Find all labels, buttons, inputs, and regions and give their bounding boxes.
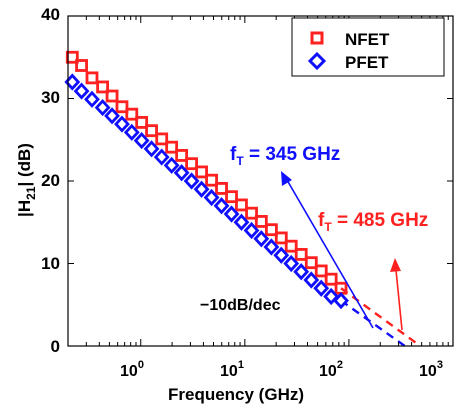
- data-point-pfet: [303, 271, 320, 289]
- data-point-pfet: [143, 140, 160, 158]
- x-tick-label-1000: 103: [419, 359, 443, 380]
- data-point-nfet: [65, 50, 79, 64]
- y-tick-label-30: 30: [41, 88, 60, 107]
- plot-area: [64, 15, 454, 347]
- y-tick-label-40: 40: [41, 5, 60, 24]
- y-tick-label-10: 10: [41, 254, 60, 273]
- legend-pfet-label: PFET: [345, 53, 389, 72]
- y-axis-label: |H21| (dB): [15, 143, 38, 217]
- ft-pfet-arrow: [281, 171, 374, 329]
- data-point-pfet: [94, 99, 111, 117]
- data-point-nfet: [96, 80, 110, 94]
- data-point-pfet: [173, 164, 190, 182]
- data-point-nfet: [175, 149, 189, 162]
- data-point-nfet: [195, 165, 208, 179]
- data-point-nfet: [245, 206, 258, 220]
- legend-nfet-label: NFET: [345, 30, 390, 49]
- data-point-pfet: [313, 279, 330, 297]
- fit-line-nfet: [340, 287, 421, 347]
- legend-pfet-marker: [307, 51, 327, 71]
- data-point-nfet: [274, 231, 288, 245]
- data-point-pfet: [163, 156, 180, 174]
- data-point-nfet: [165, 140, 179, 154]
- legend-nfet-marker: [310, 31, 324, 45]
- data-point-nfet: [314, 264, 328, 278]
- data-point-nfet: [105, 89, 119, 103]
- data-point-nfet: [185, 157, 199, 171]
- fit-line-pfet: [340, 299, 406, 347]
- data-point-pfet: [233, 213, 250, 231]
- data-point-nfet: [215, 182, 228, 195]
- data-point-pfet: [273, 246, 290, 264]
- data-point-nfet: [155, 132, 169, 146]
- data-point-nfet: [205, 173, 218, 187]
- y-tick-label-20: 20: [41, 171, 60, 190]
- data-point-nfet: [324, 272, 338, 286]
- data-point-nfet: [235, 198, 248, 212]
- data-point-nfet: [284, 239, 298, 253]
- data-point-nfet: [294, 248, 308, 261]
- data-point-pfet: [104, 107, 120, 125]
- data-point-nfet: [135, 116, 149, 129]
- data-point-pfet: [73, 82, 90, 100]
- ft-nfet-label: fT = 485 GHz: [318, 210, 428, 234]
- data-point-nfet: [75, 59, 88, 72]
- data-point-pfet: [243, 221, 260, 240]
- slope-annotation: −10dB/dec: [200, 297, 281, 314]
- x-axis-label: Frequency (GHz): [168, 385, 304, 404]
- x-tick-label-100: 102: [319, 359, 343, 380]
- ft-pfet-label: fT = 345 GHz: [230, 144, 340, 168]
- data-point-pfet: [283, 254, 300, 273]
- data-point-pfet: [84, 90, 100, 108]
- data-point-pfet: [203, 188, 220, 207]
- data-point-pfet: [333, 292, 349, 310]
- data-point-pfet: [213, 197, 230, 215]
- data-point-nfet: [125, 107, 139, 121]
- data-point-nfet: [225, 190, 238, 204]
- x-tick-label-1: 100: [120, 359, 144, 380]
- data-point-pfet: [183, 172, 200, 190]
- data-point-pfet: [193, 180, 210, 198]
- y-tick-label-0: 0: [51, 337, 60, 356]
- ft-nfet-arrow: [390, 258, 403, 331]
- data-point-nfet: [115, 100, 129, 114]
- data-point-nfet: [85, 71, 99, 85]
- x-tick-label-10: 101: [220, 359, 244, 380]
- data-point-pfet: [293, 263, 310, 281]
- data-point-nfet: [304, 256, 318, 270]
- legend: NFET PFET: [291, 17, 445, 77]
- data-point-nfet: [265, 223, 278, 237]
- data-point-pfet: [153, 148, 170, 166]
- data-point-pfet: [123, 123, 140, 141]
- data-point-pfet: [263, 238, 280, 256]
- data-point-pfet: [133, 132, 150, 150]
- data-point-pfet: [114, 115, 130, 133]
- data-point-nfet: [254, 215, 268, 228]
- data-point-pfet: [223, 205, 240, 223]
- data-point-nfet: [145, 124, 158, 138]
- data-point-pfet: [253, 230, 270, 248]
